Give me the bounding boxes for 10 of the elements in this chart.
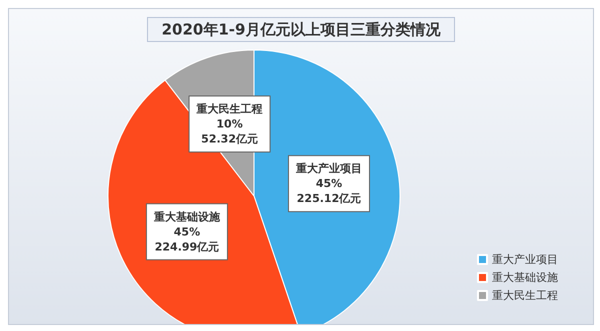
slice-label: 重大基础设施	[152, 210, 221, 224]
slice-label: 重大民生工程	[196, 102, 263, 116]
data-label: 10% 52.32亿元	[201, 118, 258, 146]
chart-title: 2020年1-9月亿元以上项目三重分类情况	[162, 20, 442, 38]
legend-label: 重大基础设施	[492, 271, 558, 284]
data-label: 45% 225.12亿元	[296, 177, 362, 206]
data-label: 45% 224.99亿元	[154, 225, 220, 254]
legend-label: 重大民生工程	[492, 289, 558, 302]
slice-label: 重大产业项目	[294, 162, 362, 176]
legend-label: 重大产业项目	[492, 253, 558, 266]
